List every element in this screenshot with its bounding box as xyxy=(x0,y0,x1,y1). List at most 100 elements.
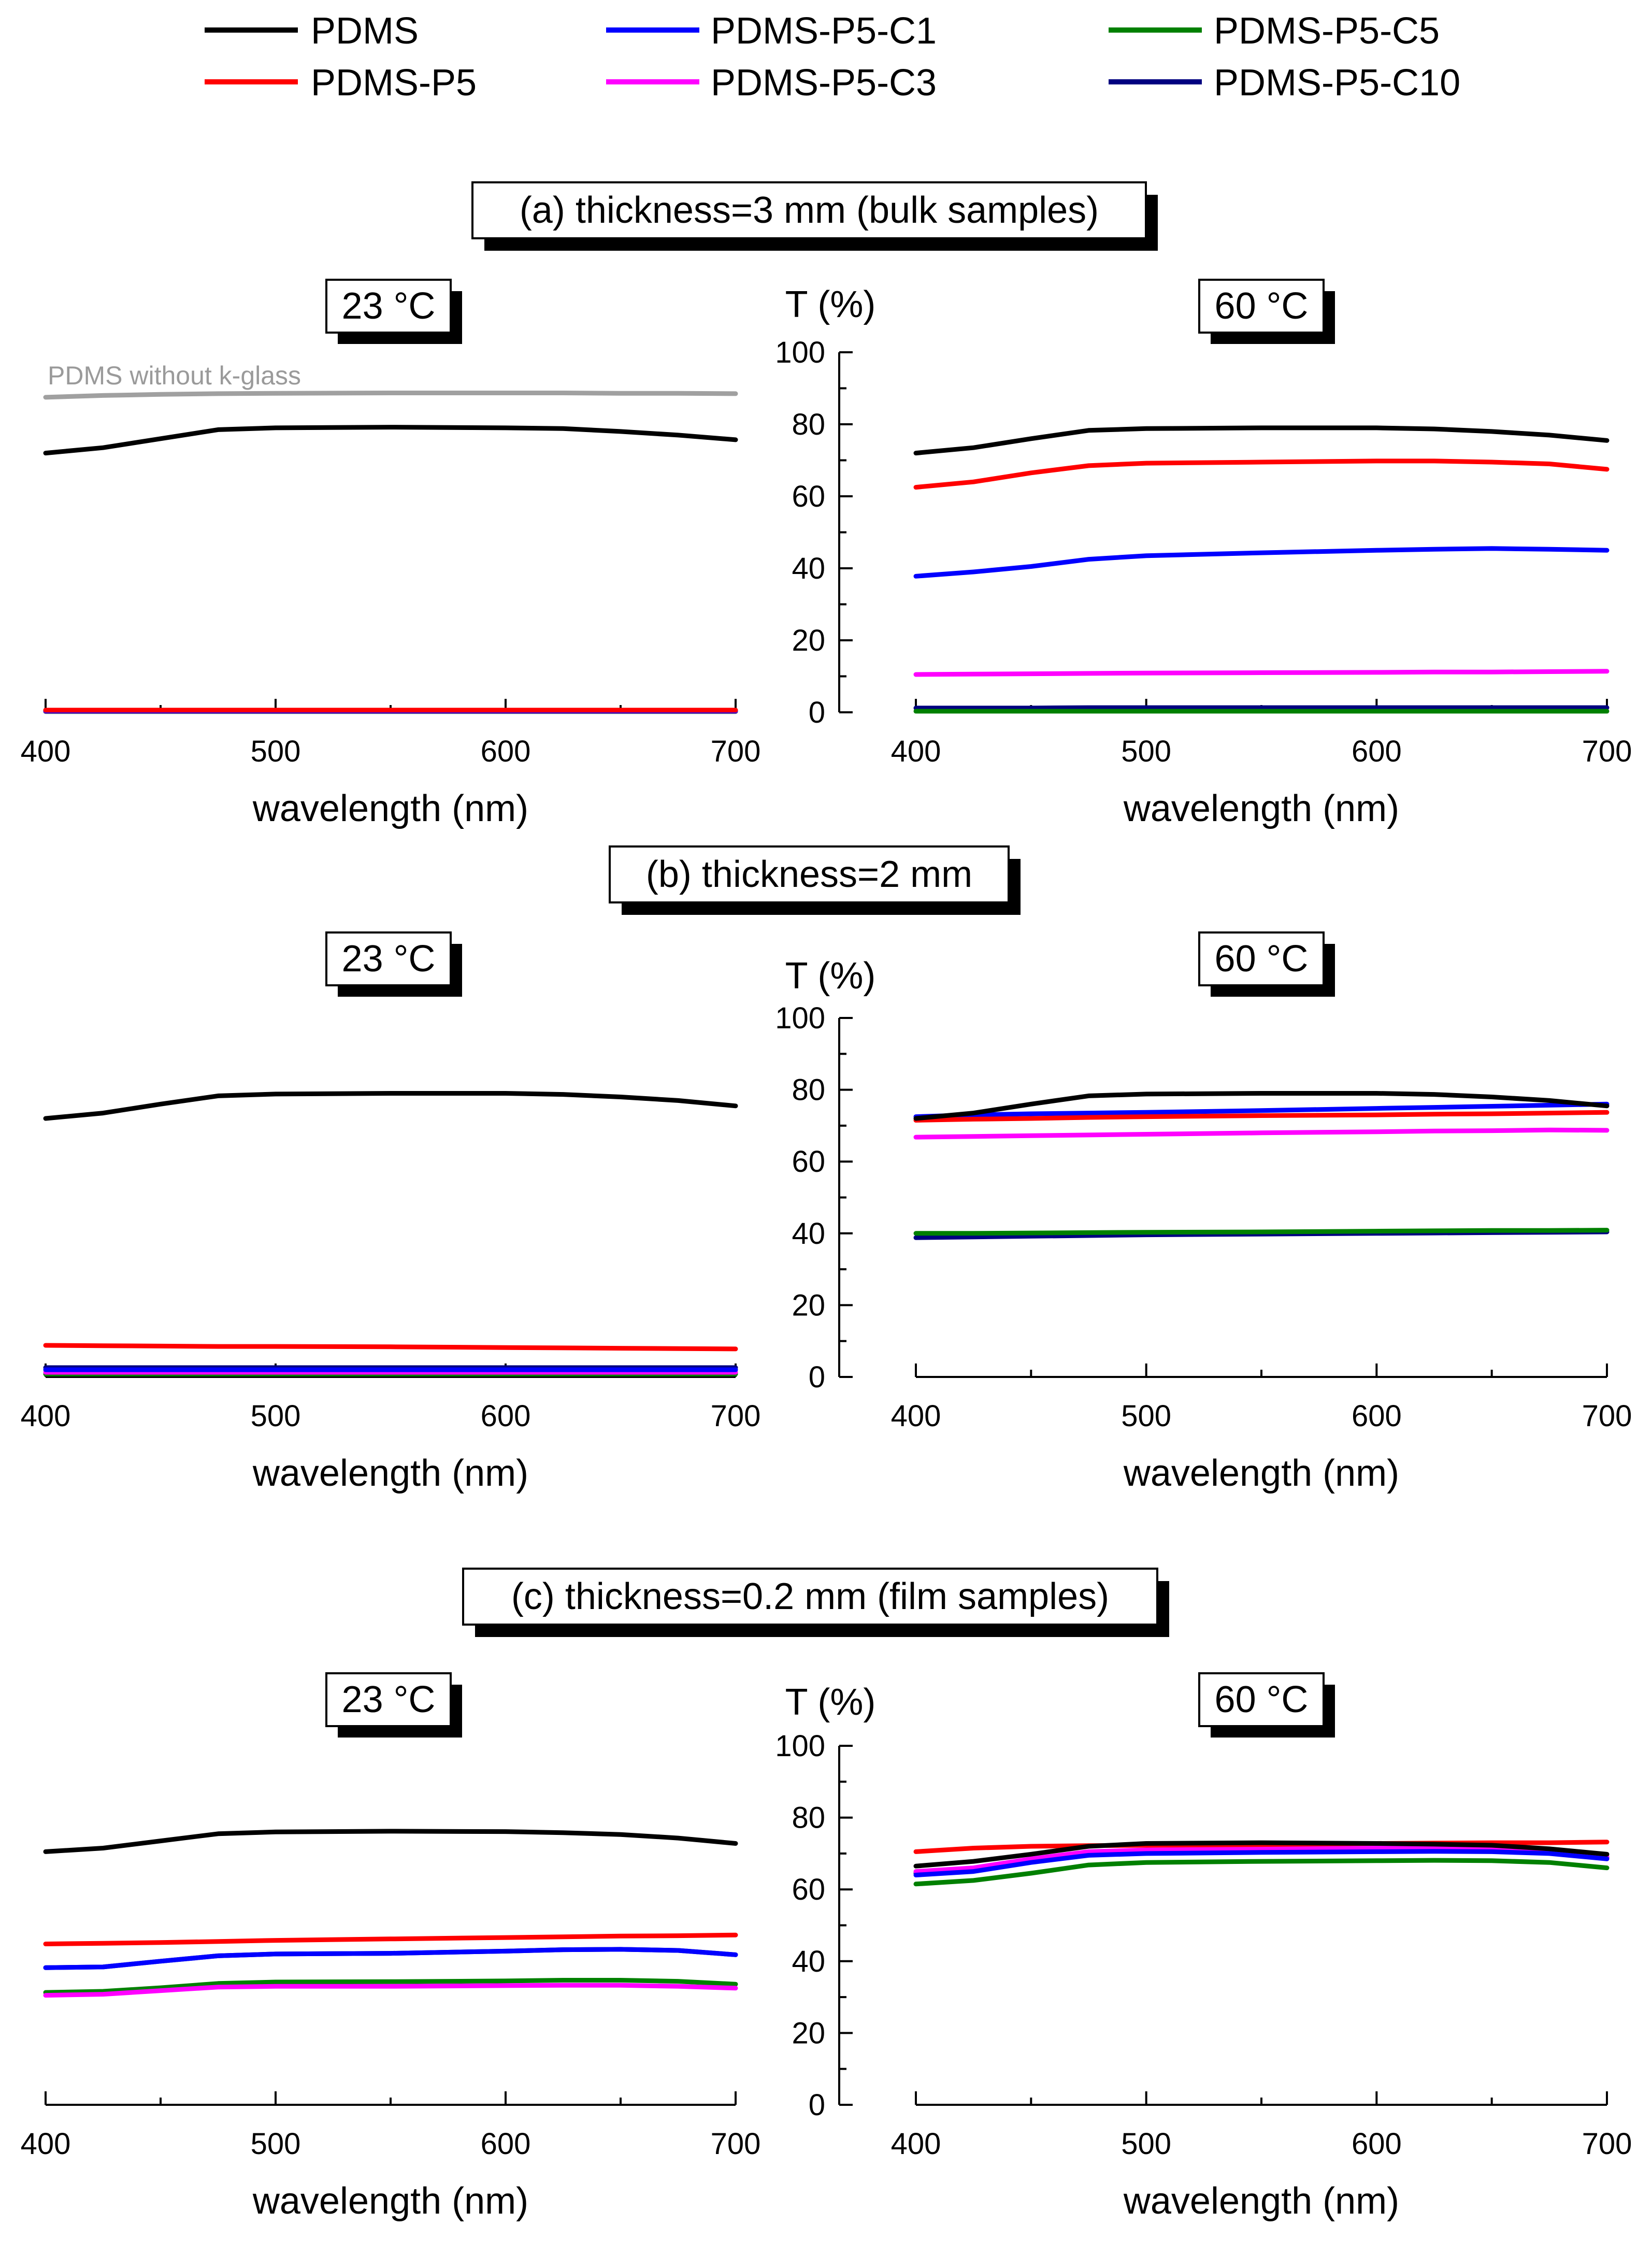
y-axis-title-c: T (%) xyxy=(785,1682,876,1723)
y-axis-title-b: T (%) xyxy=(785,955,876,997)
x-tick-label: 700 xyxy=(711,1399,761,1433)
series-line-pdms-p5-c5 xyxy=(913,1858,1610,1887)
y-tick-label: 60 xyxy=(792,1145,825,1179)
x-tick-label: 400 xyxy=(891,2127,941,2161)
legend-label: PDMS-P5 xyxy=(311,62,477,104)
y-tick-label: 20 xyxy=(792,1288,825,1322)
y-tick-label: 60 xyxy=(792,1873,825,1906)
series-line-pdms-p5-c3 xyxy=(913,669,1610,677)
x-tick-label: 400 xyxy=(891,1399,941,1433)
x-tick-label: 400 xyxy=(21,2127,71,2161)
series-line-pdms-p5-c1 xyxy=(913,1101,1610,1119)
series-line-pdms xyxy=(913,1091,1610,1121)
x-tick-label: 600 xyxy=(481,1399,531,1433)
series-line-pdms-p5-c1 xyxy=(43,1947,738,1970)
y-tick-label: 100 xyxy=(775,336,825,369)
series-line-pdms-p5-c3 xyxy=(913,1845,1610,1874)
x-tick-label: 600 xyxy=(481,2127,531,2161)
section-title-box xyxy=(462,1568,1158,1626)
legend-item-pdms-p5-c1: PDMS-P5-C1 xyxy=(606,10,937,52)
legend-label: PDMS xyxy=(311,10,419,52)
temp-label-text: 60 °C xyxy=(1215,1679,1309,1720)
y-tick-label: 100 xyxy=(775,1001,825,1035)
x-tick-label: 500 xyxy=(251,2127,301,2161)
y-tick-label: 80 xyxy=(792,1073,825,1107)
section-title-text: (b) thickness=2 mm xyxy=(646,854,972,895)
x-tick-label: 700 xyxy=(1582,1399,1632,1433)
section-title-b: (b) thickness=2 mm xyxy=(609,845,1021,915)
temp-label-c-cold: 23 °C xyxy=(325,1672,462,1738)
legend-label: PDMS-P5-C1 xyxy=(711,10,937,52)
panel-a-60: 400 500 600 700 wavelength (nm) 0 20 40 60 80 100 xyxy=(775,336,1632,829)
x-tick-label: 700 xyxy=(711,735,761,768)
x-tick-label: 500 xyxy=(251,735,301,768)
panel-c-23: 400 500 600 700 wavelength (nm) xyxy=(21,1829,760,2222)
temp-label-b-cold: 23 °C xyxy=(325,931,462,997)
temp-label-text: 23 °C xyxy=(342,285,436,327)
legend-item-pdms: PDMS xyxy=(205,10,419,52)
y-tick-label: 80 xyxy=(792,408,825,441)
series-line-pdms-p5-c3 xyxy=(43,1983,738,1998)
panel-a-23: 400 500 600 700 wavelength (nm) xyxy=(21,391,761,829)
section-title-box xyxy=(471,181,1147,239)
temp-label-text: 23 °C xyxy=(342,1679,436,1720)
series-line-pdms-p5 xyxy=(43,1932,738,1946)
temp-label-a-hot: 60 °C xyxy=(1198,279,1335,344)
y-tick-label: 0 xyxy=(809,1360,825,1394)
x-tick-label: 600 xyxy=(1352,1399,1402,1433)
temp-label-box xyxy=(1198,1672,1325,1727)
series-line-pdms xyxy=(913,1840,1610,1869)
legend-label: PDMS-P5-C10 xyxy=(1214,62,1460,104)
x-axis-title: wavelength (nm) xyxy=(252,2180,528,2222)
series-line-pdms-p5-c5 xyxy=(43,1978,738,1995)
legend-item-pdms-p5-c10: PDMS-P5-C10 xyxy=(1109,62,1460,104)
x-tick-label: 500 xyxy=(1121,1399,1171,1433)
temp-label-text: 60 °C xyxy=(1215,285,1309,327)
y-axis-title-a: T (%) xyxy=(785,284,876,325)
legend-item-pdms-p5-c5: PDMS-P5-C5 xyxy=(1109,10,1440,52)
temp-label-box xyxy=(1198,279,1325,334)
legend-item-pdms-p5: PDMS-P5 xyxy=(205,62,477,104)
x-tick-label: 600 xyxy=(1352,2127,1402,2161)
x-tick-label: 700 xyxy=(1582,2127,1632,2161)
series-line-pdms xyxy=(43,1829,738,1854)
y-tick-label: 0 xyxy=(809,696,825,729)
y-tick-label: 40 xyxy=(792,1217,825,1251)
y-tick-label: 20 xyxy=(792,2016,825,2050)
series-line-pdms-p5-c1 xyxy=(913,1849,1610,1877)
section-title-box xyxy=(609,845,1010,903)
panel-c-60: 400 500 600 700 wavelength (nm) 0 20 40 60 80 100 xyxy=(775,1729,1632,2222)
legend-label: PDMS-P5-C3 xyxy=(711,62,937,104)
x-tick-label: 500 xyxy=(1121,2127,1171,2161)
series-line-pdms-p5-c5 xyxy=(913,1228,1610,1236)
panel-b-23: 400 500 600 700 wavelength (nm) xyxy=(21,1091,761,1494)
x-tick-label: 500 xyxy=(1121,735,1171,768)
x-tick-label: 400 xyxy=(21,1399,71,1433)
temp-label-c-hot: 60 °C xyxy=(1198,1672,1335,1738)
section-title-c: (c) thickness=0.2 mm (film samples) xyxy=(462,1568,1169,1637)
temp-label-text: 23 °C xyxy=(342,938,436,980)
y-tick-label: 0 xyxy=(809,2088,825,2122)
section-title-text: (a) thickness=3 mm (bulk samples) xyxy=(520,190,1099,231)
x-tick-label: 600 xyxy=(481,735,531,768)
x-axis-title: wavelength (nm) xyxy=(252,1453,528,1494)
temp-label-box xyxy=(325,279,452,334)
x-axis-title: wavelength (nm) xyxy=(1123,2180,1399,2222)
y-tick-label: 80 xyxy=(792,1801,825,1835)
x-tick-label: 600 xyxy=(1352,735,1402,768)
x-tick-label: 700 xyxy=(1582,735,1632,768)
series-line-pdms-without-k-glass xyxy=(43,391,738,400)
y-tick-label: 100 xyxy=(775,1729,825,1763)
series-line-pdms-p5-c1 xyxy=(913,546,1610,579)
x-axis-title: wavelength (nm) xyxy=(252,788,528,829)
y-tick-label: 20 xyxy=(792,624,825,657)
x-axis-title: wavelength (nm) xyxy=(1123,788,1399,829)
x-tick-label: 500 xyxy=(251,1399,301,1433)
series-line-pdms-p5 xyxy=(913,458,1610,490)
legend-item-pdms-p5-c3: PDMS-P5-C3 xyxy=(606,62,937,104)
series-line-pdms-p5 xyxy=(43,1343,738,1352)
series-line-pdms xyxy=(43,425,738,456)
y-tick-label: 40 xyxy=(792,1945,825,1978)
series-line-pdms xyxy=(913,425,1610,456)
y-tick-label: 40 xyxy=(792,552,825,585)
